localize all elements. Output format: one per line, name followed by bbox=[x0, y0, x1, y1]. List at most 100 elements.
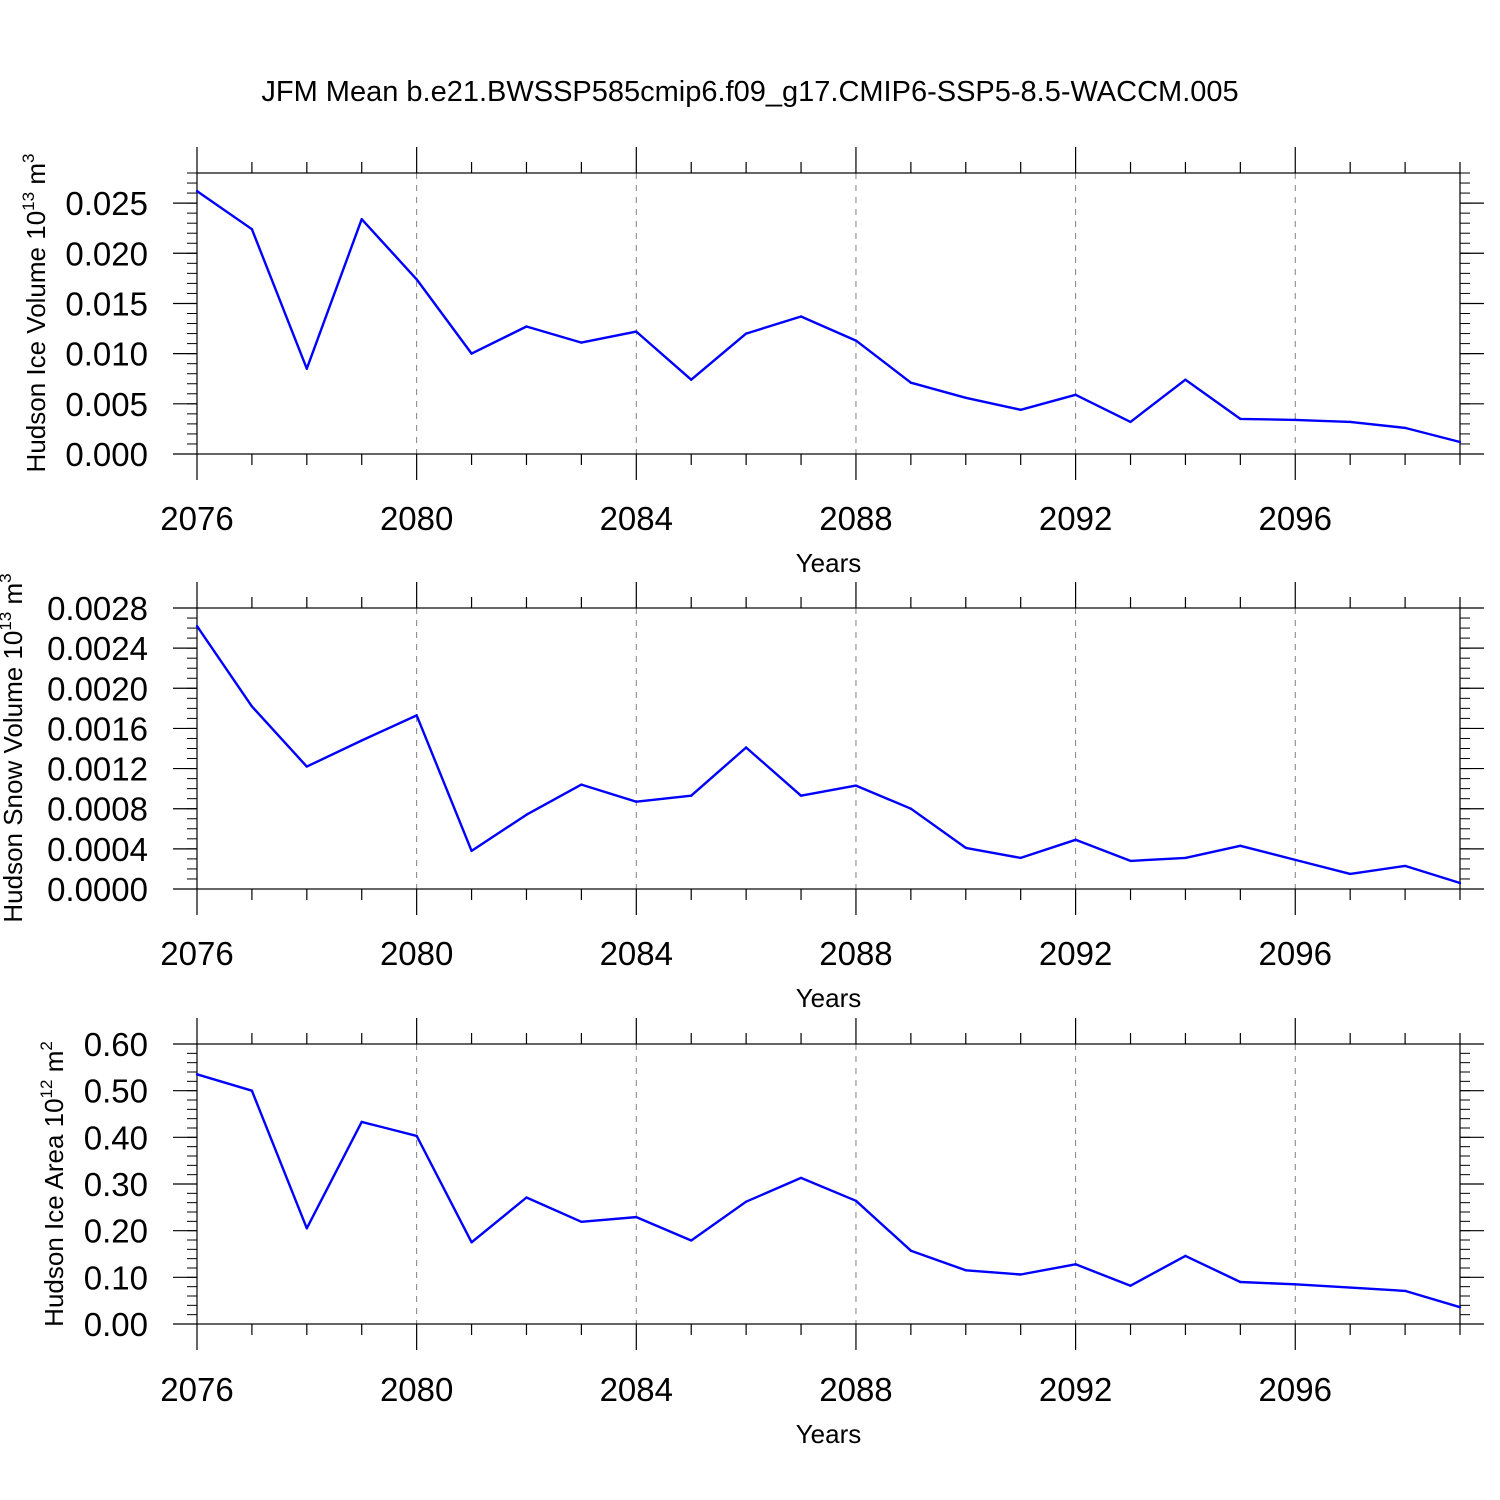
x-tick-label: 2076 bbox=[160, 500, 233, 537]
data-point bbox=[744, 746, 748, 749]
y-tick-label: 0.0024 bbox=[47, 630, 148, 667]
y-axis-title: Hudson Ice Volume 1013 m3 bbox=[19, 154, 51, 473]
data-point bbox=[1184, 1254, 1187, 1258]
data-point bbox=[195, 1073, 199, 1076]
y-axis-title-superscript: 13 bbox=[0, 612, 15, 631]
x-tick-label: 2096 bbox=[1259, 1371, 1332, 1408]
series-line bbox=[196, 625, 1461, 885]
y-tick-label: 0.0020 bbox=[47, 670, 148, 707]
y-axis-title-part: m bbox=[0, 583, 28, 612]
y-tick-label: 0.005 bbox=[65, 386, 148, 423]
data-point bbox=[909, 1249, 913, 1252]
data-point bbox=[1239, 417, 1242, 421]
data-point bbox=[525, 813, 528, 816]
data-point bbox=[1074, 1263, 1077, 1266]
data-point bbox=[1403, 1289, 1407, 1293]
data-point bbox=[360, 739, 363, 742]
data-point bbox=[909, 381, 913, 384]
y-tick-label: 0.40 bbox=[84, 1119, 148, 1156]
x-tick-label: 2084 bbox=[600, 935, 673, 972]
x-tick-label: 2080 bbox=[380, 500, 453, 537]
y-tick-label: 0.000 bbox=[65, 436, 148, 473]
y-tick-label: 0.0028 bbox=[47, 590, 148, 627]
y-tick-label: 0.50 bbox=[84, 1073, 148, 1110]
y-axis-title-superscript: 2 bbox=[37, 1041, 56, 1050]
data-point bbox=[964, 396, 967, 399]
x-tick-label: 2088 bbox=[819, 500, 892, 537]
data-point bbox=[580, 341, 583, 344]
x-tick-label: 2088 bbox=[819, 935, 892, 972]
data-point bbox=[305, 765, 309, 768]
data-point bbox=[1019, 1273, 1022, 1276]
panel-ice-volume: 0.000 0.005 0.010 0.015 0.020 0.025 2076 2080 20… bbox=[19, 147, 1484, 578]
data-point bbox=[799, 794, 803, 797]
series-line bbox=[196, 1073, 1461, 1309]
x-axis-title: Years bbox=[796, 548, 862, 578]
x-axis-title: Years bbox=[796, 1419, 862, 1449]
y-tick-label: 0.20 bbox=[84, 1213, 148, 1250]
y-axis-title-part: m bbox=[39, 1051, 69, 1080]
data-point bbox=[1294, 858, 1297, 862]
data-point bbox=[1348, 420, 1352, 424]
y-tick-label: 0.60 bbox=[84, 1026, 148, 1063]
y-axis-title: Hudson Snow Volume 1013 m3 bbox=[0, 573, 28, 922]
data-point bbox=[635, 1215, 638, 1219]
data-point bbox=[580, 783, 583, 786]
y-tick-label: 0.010 bbox=[65, 336, 148, 373]
data-point bbox=[854, 1199, 858, 1203]
data-point bbox=[799, 315, 803, 318]
data-point bbox=[250, 228, 254, 231]
series-line bbox=[196, 190, 1461, 444]
y-tick-label: 0.0008 bbox=[47, 791, 148, 828]
data-point bbox=[1458, 1306, 1462, 1309]
data-point bbox=[1348, 1286, 1352, 1289]
data-point bbox=[250, 1089, 254, 1092]
data-point bbox=[1458, 440, 1462, 444]
x-tick-label: 2076 bbox=[160, 1371, 233, 1408]
y-axis-title-superscript: 3 bbox=[19, 154, 38, 163]
data-point bbox=[415, 278, 418, 281]
x-tick-label: 2092 bbox=[1039, 1371, 1112, 1408]
data-point bbox=[854, 339, 858, 342]
data-point bbox=[690, 794, 693, 797]
data-point bbox=[360, 1120, 363, 1124]
y-tick-label: 0.0016 bbox=[47, 710, 148, 747]
y-tick-label: 0.015 bbox=[65, 285, 148, 322]
x-tick-label: 2092 bbox=[1039, 935, 1112, 972]
data-point bbox=[909, 807, 913, 810]
panel-ice-area: 0.00 0.10 0.20 0.30 0.40 0.50 0.60 2076 2080 2084… bbox=[37, 1018, 1484, 1449]
y-tick-label: 0.0012 bbox=[47, 751, 148, 788]
data-point bbox=[635, 330, 638, 333]
data-point bbox=[195, 189, 199, 193]
y-tick-label: 0.00 bbox=[84, 1306, 148, 1343]
data-point bbox=[470, 849, 473, 853]
data-point bbox=[1019, 408, 1022, 412]
data-point bbox=[470, 352, 473, 355]
data-point bbox=[964, 846, 967, 850]
y-axis-title-part: m bbox=[21, 163, 51, 192]
data-point bbox=[580, 1220, 583, 1224]
x-tick-label: 2084 bbox=[600, 500, 673, 537]
y-tick-label: 0.020 bbox=[65, 235, 148, 272]
x-tick-label: 2080 bbox=[380, 1371, 453, 1408]
data-point bbox=[1348, 872, 1352, 876]
y-axis-title-superscript: 13 bbox=[19, 192, 38, 211]
data-point bbox=[690, 378, 693, 381]
y-tick-label: 0.10 bbox=[84, 1259, 148, 1296]
data-point bbox=[305, 367, 309, 370]
data-point bbox=[854, 784, 858, 787]
data-point bbox=[964, 1269, 967, 1272]
y-tick-label: 0.0000 bbox=[47, 871, 148, 908]
y-axis-title-part: Hudson Snow Volume 10 bbox=[0, 631, 28, 923]
x-tick-label: 2088 bbox=[819, 1371, 892, 1408]
data-point bbox=[1184, 378, 1187, 381]
data-point bbox=[360, 217, 363, 221]
data-point bbox=[1239, 844, 1242, 848]
x-tick-label: 2096 bbox=[1259, 935, 1332, 972]
y-axis-title: Hudson Ice Area 1012 m2 bbox=[37, 1041, 69, 1327]
data-point bbox=[195, 624, 199, 628]
data-point bbox=[799, 1176, 803, 1180]
data-point bbox=[470, 1241, 473, 1244]
data-point bbox=[1294, 418, 1297, 422]
y-axis-title-superscript: 3 bbox=[0, 573, 15, 582]
